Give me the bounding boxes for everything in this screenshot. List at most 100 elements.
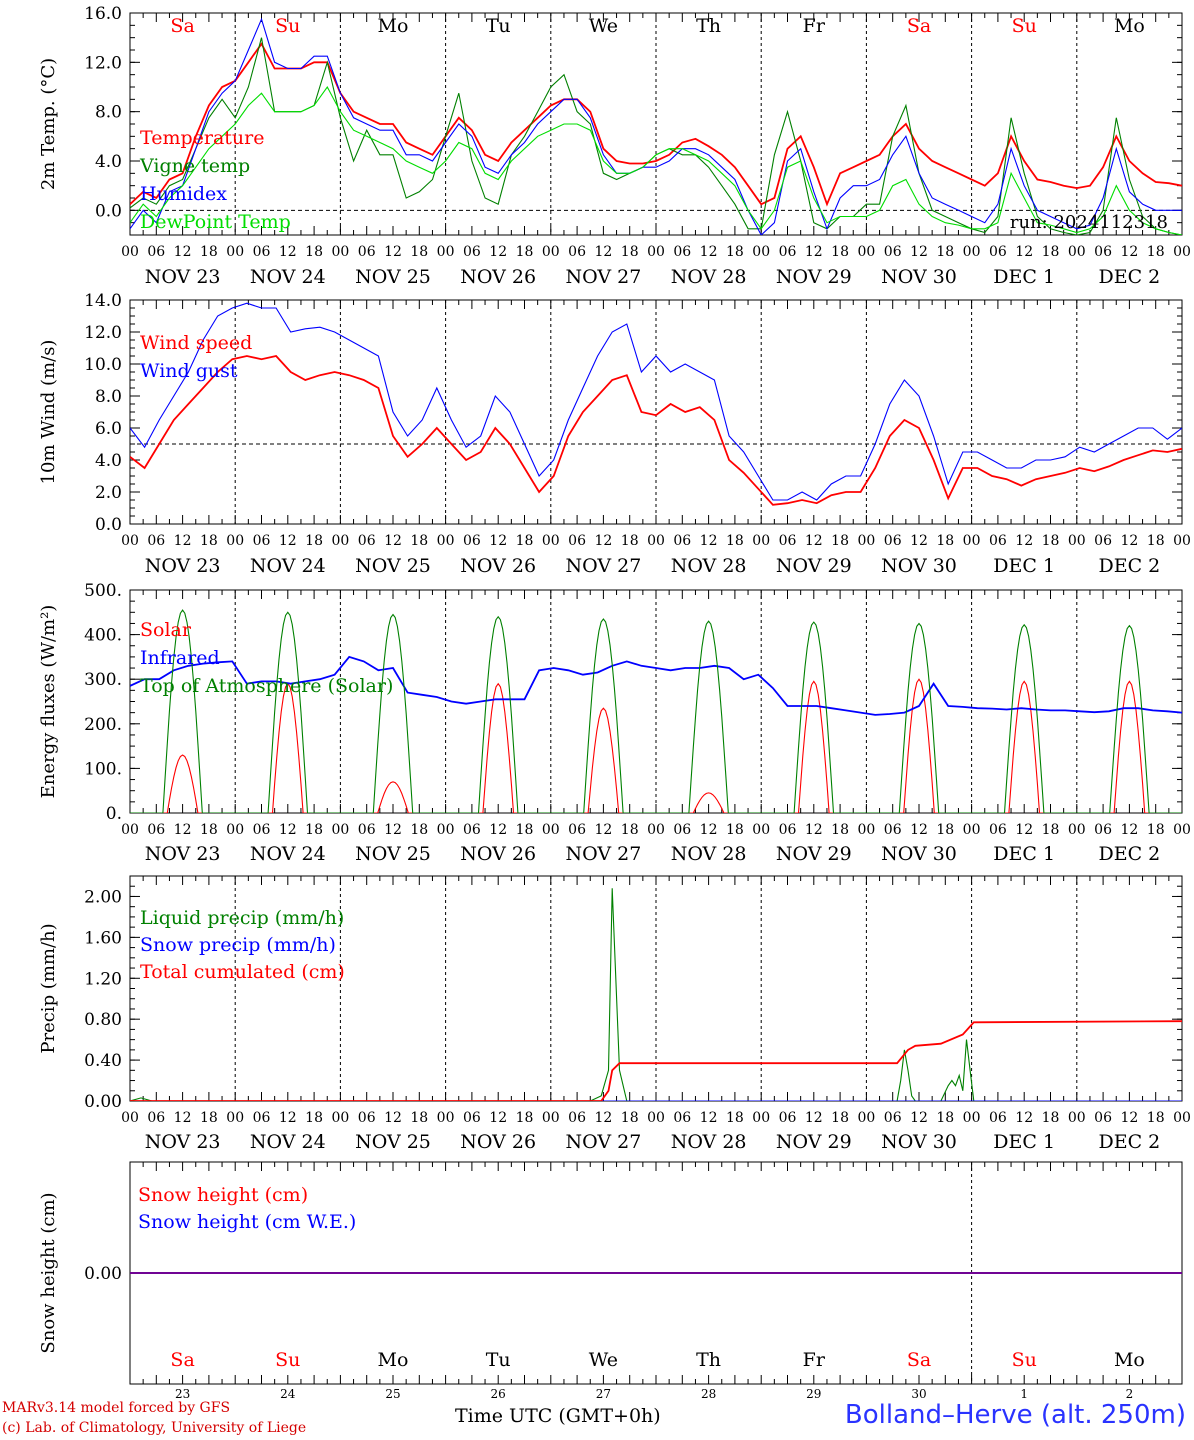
- hour-label: 12: [489, 244, 507, 260]
- day-number-label: 28: [701, 1387, 716, 1401]
- y-axis-label: 2m Temp. (°C): [38, 58, 59, 190]
- hour-label: 18: [726, 244, 744, 260]
- hour-label: 18: [726, 533, 744, 549]
- date-label: DEC 1: [993, 555, 1055, 577]
- date-label: NOV 28: [671, 843, 747, 865]
- hour-label: 00: [1173, 244, 1191, 260]
- weekday-label: Sa: [170, 15, 194, 37]
- day-number-label: 23: [175, 1387, 190, 1401]
- hour-label: 06: [253, 1110, 271, 1126]
- date-label: DEC 2: [1099, 555, 1161, 577]
- hour-label: 00: [1173, 1110, 1191, 1126]
- hour-label: 18: [516, 244, 534, 260]
- y-tick-label: 1.20: [84, 969, 122, 989]
- hour-label: 06: [779, 822, 797, 838]
- hour-label: 00: [121, 244, 139, 260]
- hour-label: 06: [673, 244, 691, 260]
- hour-label: 18: [200, 822, 218, 838]
- hour-label: 12: [1015, 533, 1033, 549]
- hour-label: 00: [647, 822, 665, 838]
- hour-label: 06: [147, 244, 165, 260]
- date-label: NOV 30: [881, 266, 957, 288]
- time-axis-label: Time UTC (GMT+0h): [455, 1405, 661, 1427]
- legend-entry: Snow height (cm): [138, 1184, 308, 1206]
- hour-label: 12: [594, 1110, 612, 1126]
- date-label: NOV 26: [460, 843, 536, 865]
- hour-label: 00: [647, 1110, 665, 1126]
- date-label: NOV 29: [776, 1131, 852, 1153]
- date-label: DEC 1: [993, 266, 1055, 288]
- date-label: NOV 25: [355, 555, 431, 577]
- date-label: NOV 26: [460, 1131, 536, 1153]
- hour-label: 12: [700, 244, 718, 260]
- hour-label: 06: [358, 244, 376, 260]
- y-tick-label: 0.40: [84, 1051, 122, 1071]
- day-number-label: 2: [1126, 1387, 1134, 1401]
- hour-label: 18: [621, 533, 639, 549]
- run-annotation: run: 2024112318: [1010, 212, 1168, 233]
- hour-label: 12: [594, 244, 612, 260]
- date-label: NOV 25: [355, 1131, 431, 1153]
- hour-label: 18: [936, 1110, 954, 1126]
- hour-label: 12: [384, 533, 402, 549]
- hour-label: 06: [884, 822, 902, 838]
- hour-label: 00: [647, 244, 665, 260]
- series-line-dewpoint-temp: [130, 85, 1182, 235]
- date-label: NOV 25: [355, 266, 431, 288]
- hour-label: 00: [542, 1110, 560, 1126]
- hour-label: 12: [1015, 822, 1033, 838]
- y-axis-label: 10m Wind (m/s): [38, 340, 59, 485]
- weekday-label: Tu: [486, 1349, 511, 1371]
- hour-label: 00: [963, 533, 981, 549]
- y-tick-label: 100.: [84, 759, 122, 779]
- hour-label: 12: [489, 1110, 507, 1126]
- date-label: NOV 27: [565, 843, 641, 865]
- weekday-label: Su: [1012, 1349, 1037, 1371]
- weekday-label: Th: [696, 15, 721, 37]
- hour-label: 12: [910, 822, 928, 838]
- panel-frame-2: [129, 589, 1183, 814]
- hour-label: 18: [305, 822, 323, 838]
- station-title: Bolland–Herve (alt. 250m): [844, 1400, 1186, 1430]
- date-label: DEC 1: [993, 843, 1055, 865]
- hour-label: 06: [989, 822, 1007, 838]
- date-label: NOV 28: [671, 1131, 747, 1153]
- hour-label: 00: [1173, 822, 1191, 838]
- hour-label: 00: [857, 822, 875, 838]
- credit-lab: (c) Lab. of Climatology, University of L…: [2, 1420, 307, 1436]
- hour-label: 18: [1147, 822, 1165, 838]
- y-tick-label: 4.0: [95, 451, 122, 471]
- hour-label: 06: [463, 533, 481, 549]
- hour-label: 18: [410, 533, 428, 549]
- hour-label: 06: [884, 244, 902, 260]
- date-label: NOV 27: [565, 555, 641, 577]
- hour-label: 06: [568, 533, 586, 549]
- hour-label: 06: [253, 244, 271, 260]
- hour-label: 12: [1015, 1110, 1033, 1126]
- hour-label: 18: [516, 533, 534, 549]
- weekday-label: We: [589, 1349, 618, 1371]
- hour-label: 18: [305, 1110, 323, 1126]
- date-label: NOV 26: [460, 555, 536, 577]
- y-axis-label: Energy fluxes (W/m²): [38, 605, 59, 799]
- y-tick-label: 200.: [84, 715, 122, 735]
- date-label: NOV 29: [776, 555, 852, 577]
- date-label: NOV 24: [250, 266, 326, 288]
- hour-label: 00: [226, 533, 244, 549]
- legend-entry: Wind gust: [140, 360, 238, 382]
- hour-label: 18: [516, 822, 534, 838]
- hour-label: 00: [542, 533, 560, 549]
- hour-label: 00: [437, 244, 455, 260]
- hour-label: 00: [331, 533, 349, 549]
- y-tick-label: 14.0: [84, 291, 122, 311]
- hour-label: 06: [779, 244, 797, 260]
- hour-label: 06: [147, 533, 165, 549]
- hour-label: 18: [1147, 533, 1165, 549]
- y-tick-label: 10.0: [84, 355, 122, 375]
- date-label: NOV 25: [355, 843, 431, 865]
- hour-label: 12: [805, 533, 823, 549]
- hour-label: 06: [673, 1110, 691, 1126]
- y-tick-label: 1.60: [84, 928, 122, 948]
- hour-label: 12: [1120, 822, 1138, 838]
- hour-label: 00: [331, 822, 349, 838]
